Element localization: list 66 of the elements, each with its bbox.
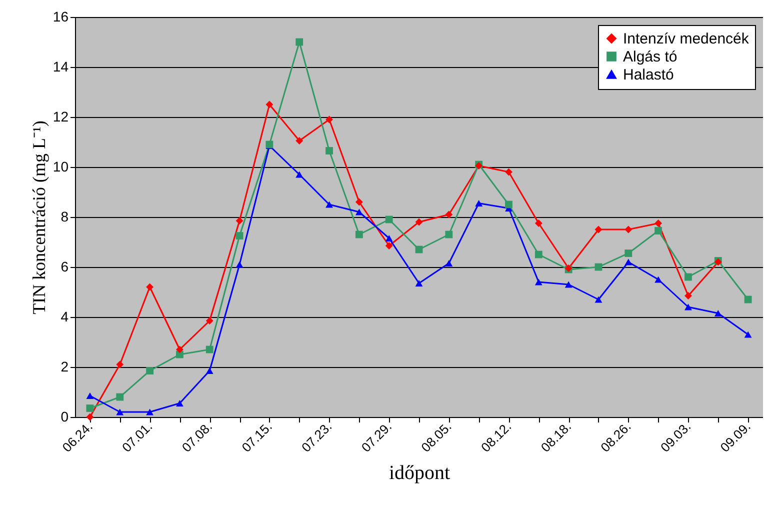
point [86,392,94,399]
point [415,280,423,286]
point [355,198,363,206]
point [236,232,244,240]
point [116,408,124,416]
point [116,360,124,368]
y-tick-label: 12 [52,108,69,124]
point [624,250,632,257]
y-axis-title: TIN koncentráció (mg L⁻¹) [28,120,49,314]
point [445,230,453,238]
point [624,258,632,266]
point [594,296,602,303]
point [744,331,752,338]
point [744,296,752,304]
point [684,292,692,300]
point [206,317,214,324]
y-tick-label: 16 [52,8,69,24]
point [445,260,453,266]
y-tick-label: 0 [60,408,69,424]
point [266,100,274,108]
point [296,137,304,144]
point [146,367,154,374]
point [296,38,304,46]
point [594,226,602,234]
point [654,220,662,227]
legend-label: Halastó [623,66,674,84]
x-axis-title: időpont [388,462,450,484]
point [206,346,214,354]
y-tick-label: 10 [52,158,69,174]
point [296,171,304,178]
y-tick-label: 4 [60,308,69,324]
point [714,310,722,316]
point [475,200,483,206]
point [684,273,692,281]
point [684,304,692,310]
point [415,218,423,226]
point [146,408,154,416]
point [564,281,572,288]
legend-label: Intenzív medencék [623,30,750,48]
point [654,227,662,234]
point [654,276,662,283]
point [385,235,393,242]
point [534,220,542,227]
point [206,368,214,374]
point [236,261,244,268]
point [86,404,94,412]
point [355,208,363,216]
point [326,201,333,208]
point [116,393,124,401]
y-tick-label: 6 [60,258,69,274]
point [445,210,453,218]
y-tick-label: 14 [52,58,69,74]
point [534,250,542,258]
point [355,230,363,238]
y-tick-label: 8 [60,208,69,224]
point [176,346,184,354]
legend-label: Algás tó [623,48,678,66]
point [86,413,94,421]
point [505,200,512,208]
point [326,147,333,154]
point [624,226,632,234]
point [176,400,184,406]
point [385,242,393,250]
point [385,216,393,224]
y-tick-label: 2 [60,358,69,374]
point [534,278,542,286]
